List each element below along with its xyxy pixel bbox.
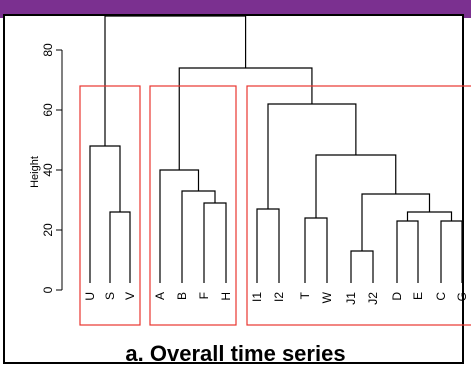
top-band — [0, 0, 471, 18]
leaf-label: I2 — [272, 292, 286, 302]
leaf-label: I1 — [250, 292, 264, 302]
dendrogram-link — [203, 202, 227, 283]
leaf-label: U — [83, 292, 97, 301]
dendrogram-link — [256, 208, 280, 283]
leaf-label: G — [455, 292, 469, 301]
leaf-label: D — [390, 292, 404, 301]
y-axis-label: Height — [29, 156, 41, 188]
y-tick-label: 60 — [41, 103, 55, 117]
dendrogram-link — [350, 250, 374, 283]
dendrogram-link — [315, 154, 397, 218]
leaf-label: V — [123, 292, 137, 300]
y-tick-label: 20 — [41, 223, 55, 237]
dendrogram-link — [406, 211, 453, 221]
leaf-label: A — [153, 292, 167, 300]
cluster-box — [79, 85, 141, 326]
leaf-label: F — [197, 292, 211, 299]
y-tick-label: 0 — [41, 286, 55, 293]
leaf-label: H — [219, 292, 233, 301]
cluster-box — [149, 85, 237, 326]
dendrogram-link — [267, 103, 357, 209]
leaf-label: E — [411, 292, 425, 300]
dendrogram-link — [104, 15, 247, 146]
leaf-label: T — [298, 291, 312, 299]
dendrogram-link — [396, 220, 419, 283]
leaf-label: J2 — [366, 292, 380, 305]
y-tick-label: 40 — [41, 163, 55, 177]
leaf-label: C — [434, 292, 448, 301]
y-tick-label: 80 — [41, 43, 55, 57]
cluster-box — [246, 85, 471, 326]
dendrogram-link — [361, 193, 431, 251]
dendrogram-link — [304, 217, 328, 283]
leaf-label: W — [320, 291, 334, 303]
dendrogram-link — [181, 190, 216, 283]
dendrogram-link — [109, 211, 131, 283]
dendrogram-link — [89, 145, 121, 283]
leaf-label: B — [175, 292, 189, 300]
dendrogram-link — [178, 67, 313, 170]
leaf-label: J1 — [344, 292, 358, 305]
dendrogram-link — [440, 220, 463, 283]
dendrogram-link — [159, 169, 200, 283]
figure-caption: a. Overall time series — [125, 341, 346, 366]
leaf-label: S — [103, 292, 117, 300]
